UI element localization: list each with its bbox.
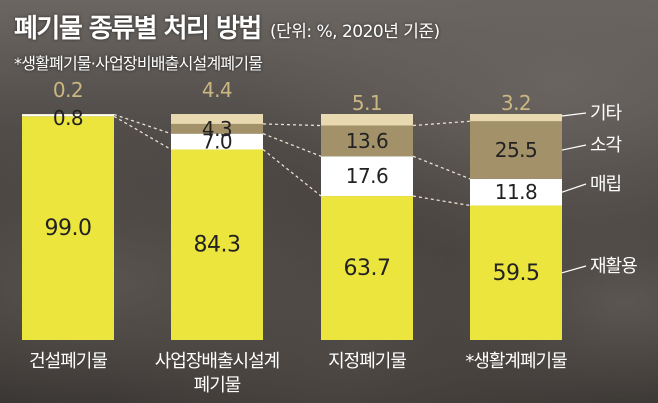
connector-0-재활용 [113, 115, 172, 151]
bar-segment-사업장배출시설계-폐기물-재활용 [171, 149, 263, 340]
data-label-사업장배출시설계-폐기물-기타: 4.4 [202, 78, 232, 102]
category-label-0-0: 건설폐기물 [29, 351, 107, 372]
bar-segments [22, 114, 562, 340]
data-label-사업장배출시설계-폐기물-매립: 7.0 [202, 130, 232, 154]
category-label-2-0: 지정폐기물 [328, 351, 406, 372]
chart-title: 폐기물 종류별 처리 방법 [14, 14, 262, 44]
data-label-건설폐기물-기타: 0.2 [53, 78, 83, 102]
legend: 재활용 매립 소각 기타 [561, 103, 638, 277]
bar-segment-생활계폐기물-재활용 [470, 205, 562, 340]
connector-2-소각 [412, 120, 471, 127]
bar-segment-사업장배출시설계-폐기물-소각 [171, 123, 263, 134]
category-label-1-0: 사업장배출시설계 [155, 351, 279, 372]
bar-segment-생활계폐기물-소각 [470, 121, 562, 179]
legend-leader-소각 [561, 144, 587, 151]
data-label-생활계폐기물-기타: 3.2 [501, 91, 531, 115]
legend-leader-매립 [561, 183, 587, 193]
data-label-건설폐기물-재활용: 99.0 [45, 216, 92, 241]
connector-lines [113, 113, 471, 207]
data-labels: 99.0 0.8 0.2 84.3 7.04.3 4.4 63.7 17.6 13.6 5.1 59… [45, 78, 540, 286]
data-label-사업장배출시설계-폐기물-재활용: 84.3 [194, 233, 241, 258]
legend-label-재활용: 재활용 [590, 256, 637, 277]
data-label-생활계폐기물-매립: 11.8 [495, 180, 538, 204]
data-label-생활계폐기물-재활용: 59.5 [493, 261, 540, 286]
bar-segment-지정폐기물-매립 [321, 156, 413, 197]
legend-label-매립: 매립 [590, 174, 621, 195]
bar-segment-건설폐기물-재활용 [22, 116, 114, 340]
connector-1-매립 [262, 133, 322, 157]
connector-2-매립 [412, 155, 471, 180]
data-label-지정폐기물-재활용: 63.7 [344, 256, 391, 281]
bar-segment-지정폐기물-기타 [321, 114, 413, 126]
connector-2-재활용 [412, 195, 471, 207]
connector-1-재활용 [262, 148, 322, 197]
bar-segment-건설폐기물-기타 [22, 114, 114, 115]
data-label-생활계폐기물-소각: 25.5 [495, 138, 538, 162]
legend-label-소각: 소각 [590, 135, 622, 156]
legend-label-기타: 기타 [590, 103, 623, 124]
bar-segment-생활계폐기물-기타 [470, 114, 562, 122]
bar-segment-지정폐기물-재활용 [321, 196, 413, 340]
legend-leader-재활용 [561, 265, 587, 274]
connector-1-소각 [262, 123, 322, 127]
data-label-사업장배출시설계-폐기물-소각: 4.3 [202, 117, 232, 141]
data-label-지정폐기물-기타: 5.1 [352, 91, 382, 115]
bar-segment-사업장배출시설계-폐기물-기타 [171, 114, 263, 124]
title-block: 폐기물 종류별 처리 방법 (단위: %, 2020년 기준) [14, 8, 440, 45]
bar-segment-사업장배출시설계-폐기물-매립 [171, 133, 263, 150]
bar-segment-생활계폐기물-매립 [470, 178, 562, 206]
data-label-지정폐기물-매립: 17.6 [346, 164, 389, 188]
legend-leader-기타 [561, 112, 587, 117]
unit-note: (단위: %, 2020년 기준) [269, 22, 440, 42]
connector-0-매립 [113, 113, 172, 135]
data-label-건설폐기물-매립: 0.8 [53, 106, 83, 130]
bar-segment-건설폐기물-매립 [22, 114, 114, 117]
category-label-1-1: 폐기물 [194, 375, 241, 396]
bar-segment-지정폐기물-소각 [321, 125, 413, 157]
data-label-지정폐기물-소각: 13.6 [346, 129, 389, 153]
category-label-3-0: *생활계폐기물 [465, 351, 567, 372]
footnote: *생활폐기물·사업장비배출시설계폐기물 [14, 54, 263, 73]
